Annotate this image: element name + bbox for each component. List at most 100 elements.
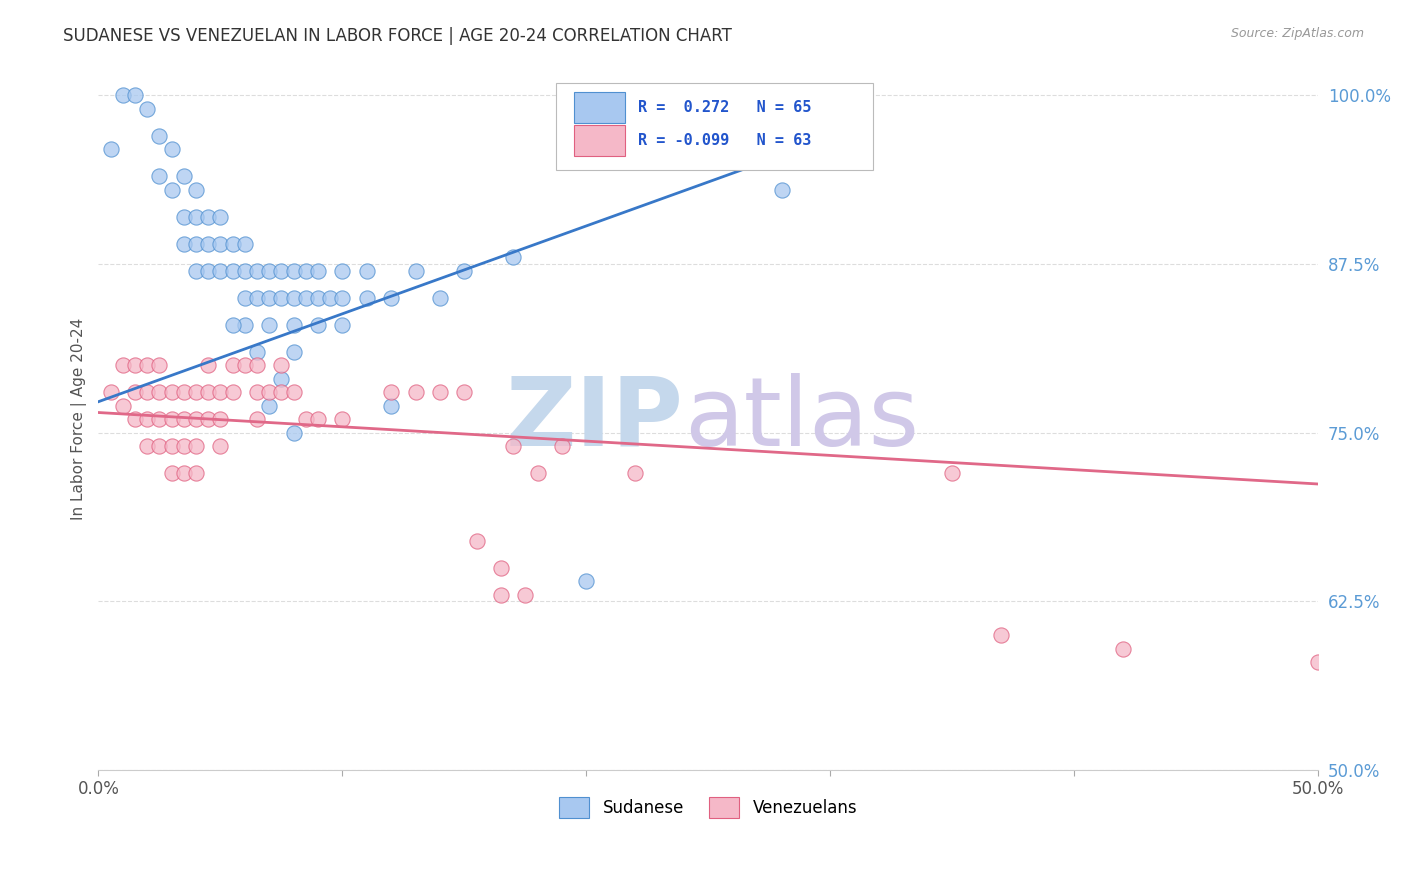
Point	[356, 291, 378, 305]
Point	[624, 467, 647, 481]
Point	[148, 359, 170, 373]
Point	[197, 210, 219, 224]
Point	[197, 385, 219, 400]
Point	[111, 399, 134, 413]
Point	[111, 88, 134, 103]
Point	[184, 264, 207, 278]
Point	[575, 574, 598, 589]
Point	[270, 291, 292, 305]
Point	[307, 318, 329, 332]
Point	[941, 467, 963, 481]
Point	[257, 264, 280, 278]
Text: R =  0.272   N = 65: R = 0.272 N = 65	[637, 100, 811, 114]
Point	[209, 439, 232, 453]
FancyBboxPatch shape	[574, 92, 626, 122]
Point	[136, 439, 159, 453]
Point	[173, 467, 195, 481]
Point	[221, 385, 243, 400]
Point	[502, 439, 524, 453]
Point	[197, 412, 219, 426]
Point	[184, 385, 207, 400]
Point	[184, 183, 207, 197]
Text: SUDANESE VS VENEZUELAN IN LABOR FORCE | AGE 20-24 CORRELATION CHART: SUDANESE VS VENEZUELAN IN LABOR FORCE | …	[63, 27, 733, 45]
Point	[1112, 641, 1135, 656]
Point	[429, 291, 451, 305]
Point	[136, 102, 159, 116]
Text: R = -0.099   N = 63: R = -0.099 N = 63	[637, 133, 811, 148]
Point	[319, 291, 342, 305]
Point	[294, 264, 316, 278]
Point	[197, 264, 219, 278]
Y-axis label: In Labor Force | Age 20-24: In Labor Force | Age 20-24	[72, 318, 87, 520]
Point	[515, 588, 537, 602]
Point	[148, 412, 170, 426]
Point	[160, 412, 183, 426]
Point	[283, 385, 305, 400]
Point	[429, 385, 451, 400]
Point	[209, 412, 232, 426]
Point	[124, 412, 146, 426]
Point	[100, 385, 122, 400]
Point	[111, 359, 134, 373]
Point	[526, 467, 548, 481]
Point	[990, 628, 1012, 642]
Point	[453, 385, 475, 400]
Point	[184, 439, 207, 453]
Point	[160, 385, 183, 400]
Point	[209, 210, 232, 224]
Point	[233, 291, 256, 305]
Point	[465, 533, 488, 548]
Point	[270, 385, 292, 400]
Point	[453, 264, 475, 278]
Point	[221, 236, 243, 251]
Point	[257, 399, 280, 413]
Point	[184, 210, 207, 224]
Point	[100, 143, 122, 157]
Point	[173, 439, 195, 453]
Point	[233, 318, 256, 332]
Point	[502, 251, 524, 265]
Point	[330, 318, 353, 332]
Legend: Sudanese, Venezuelans: Sudanese, Venezuelans	[553, 790, 863, 825]
Point	[221, 264, 243, 278]
Point	[270, 359, 292, 373]
Point	[307, 412, 329, 426]
Point	[197, 236, 219, 251]
Point	[246, 291, 269, 305]
Point	[209, 264, 232, 278]
Point	[173, 385, 195, 400]
Point	[283, 344, 305, 359]
Text: ZIP: ZIP	[506, 373, 683, 466]
Point	[136, 359, 159, 373]
Point	[221, 359, 243, 373]
Point	[246, 359, 269, 373]
Point	[136, 385, 159, 400]
Point	[489, 560, 512, 574]
Point	[160, 143, 183, 157]
FancyBboxPatch shape	[574, 126, 626, 156]
Point	[160, 439, 183, 453]
Point	[294, 412, 316, 426]
Point	[257, 291, 280, 305]
Point	[405, 385, 427, 400]
Point	[209, 385, 232, 400]
Point	[307, 264, 329, 278]
Point	[330, 412, 353, 426]
Point	[173, 210, 195, 224]
Point	[257, 318, 280, 332]
Point	[380, 399, 402, 413]
Point	[184, 236, 207, 251]
Point	[283, 318, 305, 332]
Point	[356, 264, 378, 278]
Point	[380, 385, 402, 400]
Point	[184, 412, 207, 426]
Point	[246, 264, 269, 278]
Point	[551, 439, 574, 453]
Point	[184, 467, 207, 481]
Point	[173, 236, 195, 251]
Text: atlas: atlas	[683, 373, 920, 466]
Point	[160, 183, 183, 197]
Point	[148, 385, 170, 400]
Point	[233, 359, 256, 373]
Point	[270, 264, 292, 278]
